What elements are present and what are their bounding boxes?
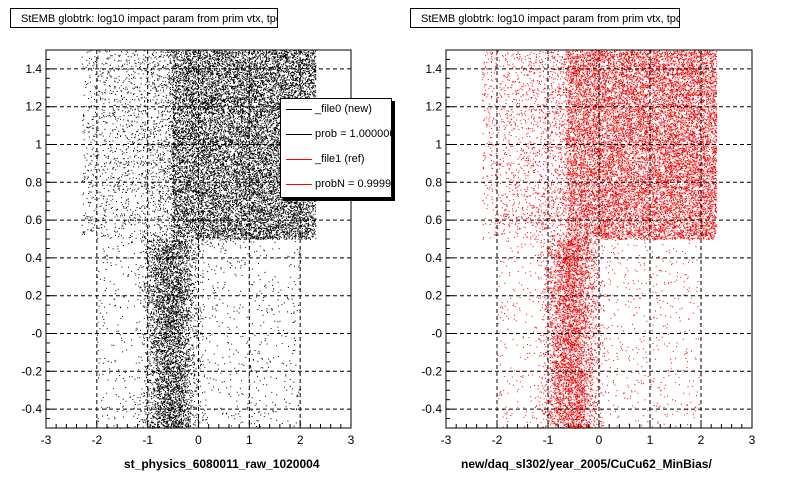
y-tick-label-2: -0 (431, 327, 442, 341)
legend-entry-probn: probN = 0.999998 (281, 174, 392, 197)
y-tick-label-8: 1.2 (25, 100, 42, 114)
y-tick-label-3: 0.2 (425, 289, 442, 303)
y-tick-label-7: 1 (35, 138, 42, 152)
legend-entry-file0: _file0 (new) (281, 99, 391, 124)
x-tick-label-5: 2 (297, 433, 304, 447)
legend-label: probN = 0.999998 (315, 178, 392, 190)
x-tick-label-3: 0 (596, 433, 603, 447)
x-tick-label-2: -1 (142, 433, 153, 447)
y-tick-label-8: 1.2 (425, 100, 442, 114)
x-tick-label-1: -2 (492, 433, 503, 447)
y-tick-label-6: 0.8 (25, 175, 42, 189)
x-tick-label-6: 3 (749, 433, 756, 447)
grid (446, 50, 752, 428)
axis-ticks (45, 49, 352, 429)
plot-left-xlabel: st_physics_6080011_raw_1020004 (124, 457, 320, 471)
y-tick-label-2: -0 (31, 327, 42, 341)
x-tick-label-5: 2 (698, 433, 705, 447)
x-tick-label-6: 3 (348, 433, 355, 447)
legend-label: prob = 1.000000 (315, 128, 392, 140)
legend-swatch (286, 184, 312, 185)
x-tick-label-1: -2 (91, 433, 102, 447)
legend: _file0 (new) prob = 1.000000 _file1 (ref… (280, 98, 392, 198)
plot-right-title: StEMB globtrk: log10 impact param from p… (410, 8, 680, 28)
y-tick-label-4: 0.4 (425, 251, 442, 265)
y-tick-label-1: -0.2 (21, 364, 42, 378)
legend-entry-file1: _file1 (ref) (281, 149, 391, 174)
plot-right-xlabel: new/daq_sl302/year_2005/CuCu62_MinBias/ (461, 457, 712, 471)
y-tick-label-0: -0.4 (21, 402, 42, 416)
legend-entry-prob: prob = 1.000000 (281, 124, 392, 149)
x-tick-label-4: 1 (647, 433, 654, 447)
legend-swatch (286, 159, 312, 160)
legend-label: _file1 (ref) (315, 153, 365, 165)
x-tick-label-3: 0 (195, 433, 202, 447)
legend-label: _file0 (new) (315, 103, 372, 115)
x-tick-label-4: 1 (246, 433, 253, 447)
x-tick-label-2: -1 (543, 433, 554, 447)
y-tick-label-9: 1.4 (425, 62, 442, 76)
axis-ticks (445, 49, 753, 429)
x-tick-label-0: -3 (41, 433, 52, 447)
y-tick-label-4: 0.4 (25, 251, 42, 265)
legend-swatch (286, 134, 312, 135)
x-tick-label-0: -3 (441, 433, 452, 447)
y-tick-label-7: 1 (435, 138, 442, 152)
plot-left-title: StEMB globtrk: log10 impact param from p… (10, 8, 278, 28)
y-tick-label-5: 0.6 (25, 213, 42, 227)
y-tick-label-1: -0.2 (421, 364, 442, 378)
legend-swatch (286, 109, 312, 110)
y-tick-label-3: 0.2 (25, 289, 42, 303)
y-tick-label-5: 0.6 (425, 213, 442, 227)
y-tick-label-0: -0.4 (421, 402, 442, 416)
y-tick-label-9: 1.4 (25, 62, 42, 76)
y-tick-label-6: 0.8 (425, 175, 442, 189)
